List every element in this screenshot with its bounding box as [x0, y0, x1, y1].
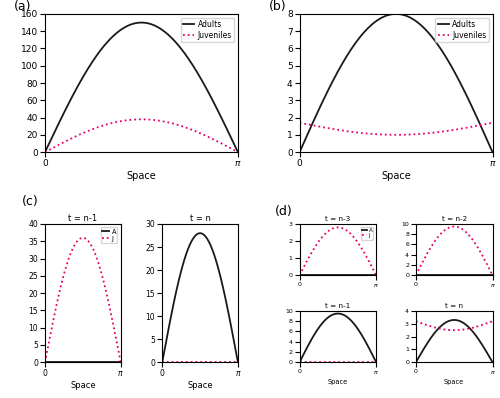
A — [342, 273, 348, 277]
Juveniles — [42, 150, 48, 154]
Juveniles — [472, 124, 478, 129]
Adults — [218, 113, 224, 118]
Title: t = n-3: t = n-3 — [326, 216, 350, 222]
Adults — [157, 26, 163, 31]
A — [118, 360, 124, 365]
Adults — [412, 18, 418, 22]
Line: Adults: Adults — [300, 14, 492, 152]
J — [88, 244, 94, 248]
J — [362, 251, 368, 256]
Adults — [298, 148, 304, 153]
Text: (d): (d) — [275, 205, 293, 218]
J — [297, 272, 303, 277]
Legend: A, J: A, J — [101, 227, 117, 243]
J — [118, 360, 124, 365]
J — [88, 241, 94, 246]
J — [42, 359, 48, 363]
Juveniles — [42, 149, 48, 154]
Adults — [472, 111, 478, 116]
Adults — [392, 12, 398, 16]
Text: (c): (c) — [22, 195, 39, 208]
Line: J: J — [300, 227, 376, 275]
Juveniles — [412, 132, 418, 137]
A — [42, 360, 48, 365]
J — [342, 227, 348, 232]
Title: t = n-1: t = n-1 — [68, 214, 98, 223]
A — [366, 273, 372, 277]
Legend: Adults, Juveniles: Adults, Juveniles — [180, 18, 234, 42]
Title: t = n-1: t = n-1 — [326, 303, 350, 309]
Adults — [42, 150, 48, 154]
Juveniles — [490, 120, 496, 125]
Legend: A, J: A, J — [362, 227, 374, 240]
Juveniles — [205, 135, 211, 139]
A — [373, 273, 379, 277]
J — [344, 228, 349, 233]
Adults — [416, 21, 422, 25]
Text: (b): (b) — [268, 0, 286, 13]
A — [342, 273, 348, 277]
Adults — [160, 29, 166, 33]
A — [87, 360, 93, 365]
A — [106, 360, 112, 365]
X-axis label: Space: Space — [188, 381, 213, 390]
Adults — [490, 150, 496, 154]
Adults — [235, 150, 241, 154]
Juveniles — [298, 121, 304, 125]
A — [344, 273, 349, 277]
Line: Juveniles: Juveniles — [300, 123, 492, 135]
A — [296, 273, 302, 277]
X-axis label: Space: Space — [328, 379, 348, 385]
Adults — [460, 86, 466, 90]
Adults — [158, 26, 164, 31]
X-axis label: Space: Space — [70, 381, 96, 390]
A — [42, 360, 48, 365]
A — [361, 273, 367, 277]
Legend: Adults, Juveniles: Adults, Juveniles — [436, 18, 488, 42]
J — [366, 259, 372, 264]
A — [110, 360, 116, 365]
J — [42, 360, 48, 365]
Juveniles — [412, 132, 418, 137]
Adults — [205, 90, 211, 94]
X-axis label: Space: Space — [381, 171, 411, 181]
Juveniles — [218, 140, 224, 145]
Juveniles — [138, 117, 144, 122]
J — [111, 325, 117, 330]
Juveniles — [158, 119, 164, 123]
J — [342, 227, 348, 232]
Title: t = n-2: t = n-2 — [442, 216, 467, 222]
Juveniles — [160, 119, 166, 124]
Juveniles — [157, 118, 163, 123]
Adults — [296, 150, 302, 154]
Juveniles — [392, 133, 398, 137]
Title: t = n: t = n — [445, 303, 463, 309]
A — [88, 360, 94, 365]
Juveniles — [460, 126, 466, 131]
A — [297, 273, 303, 277]
X-axis label: Space: Space — [126, 171, 156, 181]
Adults — [412, 18, 418, 23]
Adults — [138, 20, 144, 25]
Juveniles — [296, 120, 302, 125]
Title: t = n: t = n — [190, 214, 210, 223]
J — [87, 241, 93, 246]
Adults — [42, 148, 48, 153]
Line: Juveniles: Juveniles — [45, 119, 238, 152]
X-axis label: Space: Space — [444, 379, 464, 385]
J — [80, 236, 86, 240]
Juveniles — [235, 150, 241, 154]
J — [373, 273, 379, 277]
J — [106, 302, 112, 307]
J — [296, 273, 302, 277]
Line: J: J — [45, 238, 120, 362]
Juveniles — [416, 132, 422, 137]
Text: (a): (a) — [14, 0, 32, 13]
A — [87, 360, 93, 365]
J — [335, 225, 341, 230]
Line: Adults: Adults — [45, 23, 238, 152]
